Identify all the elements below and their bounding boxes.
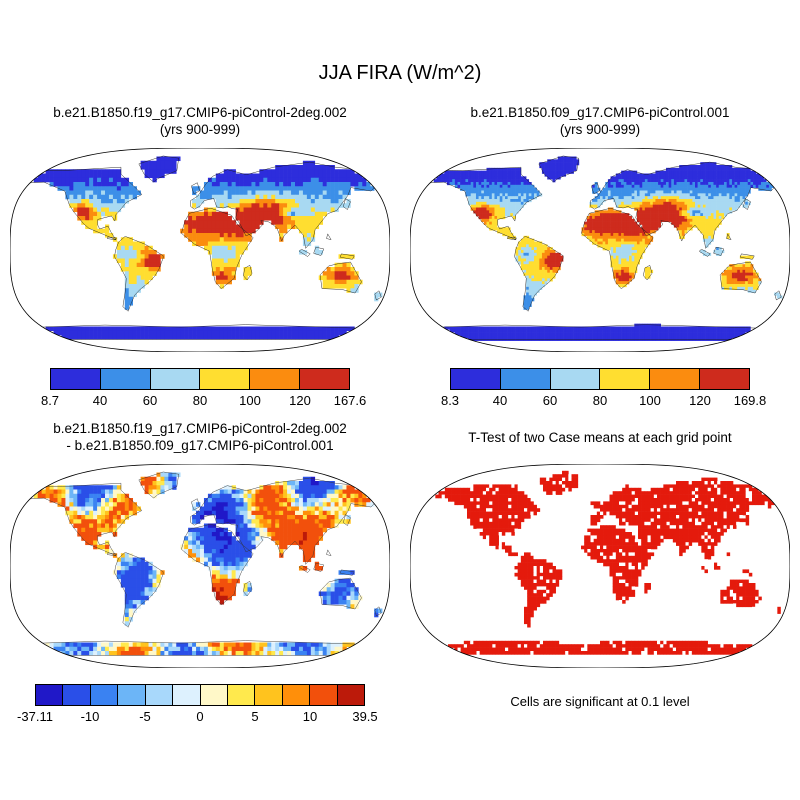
colorbar-tick-label: 8.3 [440, 393, 460, 408]
colorbar-tick-label: 40 [492, 393, 508, 408]
colorbar-segment [89, 685, 118, 705]
colorbar-segment [649, 369, 700, 389]
panel-bottom-left: b.e21.B1850.f19_g17.CMIP6-piControl-2deg… [7, 418, 393, 724]
panel-top-left-title-line2: (yrs 900-999) [159, 122, 241, 137]
colorbar-tick-label: 169.8 [733, 393, 767, 408]
colorbar-tick-label: 5 [251, 709, 259, 724]
colorbar-tick-label: 80 [192, 393, 208, 408]
colorbar-tick-label: 0 [196, 709, 204, 724]
colorbar-top-right: 8.3 40 60 80 100 120 169.8 [441, 368, 766, 408]
colorbar-top-right-ticks: 8.3 40 60 80 100 120 169.8 [441, 393, 766, 408]
colorbar-segment [451, 369, 500, 389]
panel-bottom-right: T-Test of two Case means at each grid po… [407, 418, 793, 709]
colorbar-bottom-left-segments [35, 684, 365, 706]
colorbar-segment [599, 369, 650, 389]
figure-title: JJA FIRA (W/m^2) [318, 62, 482, 84]
colorbar-tick-label: 8.7 [40, 393, 60, 408]
colorbar-tick-label: 39.5 [352, 709, 378, 724]
colorbar-segment [199, 369, 250, 389]
colorbar-top-left-segments [50, 368, 350, 390]
panel-bottom-right-title: T-Test of two Case means at each grid po… [407, 418, 793, 456]
colorbar-tick-label: 100 [639, 393, 661, 408]
colorbar-tick-label: -37.11 [17, 709, 53, 724]
colorbar-tick-label: 60 [542, 393, 558, 408]
colorbar-tick-label: 40 [92, 393, 108, 408]
colorbar-segment [336, 685, 365, 705]
panel-bottom-right-title-line1: T-Test of two Case means at each grid po… [468, 429, 732, 445]
colorbar-tick-label: 80 [592, 393, 608, 408]
colorbar-segment [309, 685, 337, 705]
colorbar-segment [281, 685, 310, 705]
colorbar-segment [249, 369, 300, 389]
panel-bottom-left-title: b.e21.B1850.f19_g17.CMIP6-piControl-2deg… [7, 418, 393, 456]
world-map-difference [10, 464, 390, 668]
panel-top-left-title-line1: b.e21.B1850.f19_g17.CMIP6-piControl-2deg… [53, 105, 347, 120]
significance-caption: Cells are significant at 0.1 level [510, 694, 690, 709]
colorbar-top-left-ticks: 8.7 40 60 80 100 120 167.6 [41, 393, 366, 408]
panel-bottom-left-title-line2: - b.e21.B1850.f09_g17.CMIP6-piControl.00… [66, 438, 334, 453]
colorbar-tick-label: -5 [139, 709, 151, 724]
colorbar-segment [149, 369, 200, 389]
colorbar-segment [254, 685, 282, 705]
colorbar-segment [549, 369, 600, 389]
colorbar-tick-label: 10 [302, 709, 318, 724]
colorbar-tick-label: 60 [142, 393, 158, 408]
colorbar-tick-label: 120 [689, 393, 711, 408]
colorbar-tick-label: -10 [80, 709, 100, 724]
colorbar-segment [117, 685, 145, 705]
colorbar-tick-label: 100 [239, 393, 261, 408]
panel-top-right-title: b.e21.B1850.f09_g17.CMIP6-piControl.001 … [407, 102, 793, 140]
panel-bottom-left-title-line1: b.e21.B1850.f19_g17.CMIP6-piControl-2deg… [53, 421, 347, 436]
colorbar-segment [62, 685, 90, 705]
colorbar-bottom-left-ticks: -37.11 -10 -5 0 5 10 39.5 [17, 709, 378, 724]
colorbar-segment [499, 369, 550, 389]
colorbar-segment [172, 685, 200, 705]
panel-top-left: b.e21.B1850.f19_g17.CMIP6-piControl-2deg… [7, 102, 393, 408]
world-map-ttest [410, 464, 790, 668]
colorbar-top-left: 8.7 40 60 80 100 120 167.6 [41, 368, 366, 408]
panel-top-left-title: b.e21.B1850.f19_g17.CMIP6-piControl-2deg… [7, 102, 393, 140]
colorbar-segment [699, 369, 749, 389]
colorbar-tick-label: 120 [289, 393, 311, 408]
colorbar-segment [299, 369, 349, 389]
colorbar-bottom-left: -37.11 -10 -5 0 5 10 39.5 [17, 684, 378, 724]
colorbar-top-right-segments [450, 368, 750, 390]
colorbar-segment [99, 369, 150, 389]
colorbar-segment [36, 685, 63, 705]
panel-top-right: b.e21.B1850.f09_g17.CMIP6-piControl.001 … [407, 102, 793, 408]
panel-top-right-title-line2: (yrs 900-999) [559, 122, 641, 137]
world-map-top-right [410, 148, 790, 352]
colorbar-segment [199, 685, 227, 705]
colorbar-tick-label: 167.6 [333, 393, 367, 408]
panel-top-right-title-line1: b.e21.B1850.f09_g17.CMIP6-piControl.001 [470, 105, 730, 120]
colorbar-segment [51, 369, 100, 389]
colorbar-segment [226, 685, 255, 705]
world-map-top-left [10, 148, 390, 352]
colorbar-segment [144, 685, 173, 705]
